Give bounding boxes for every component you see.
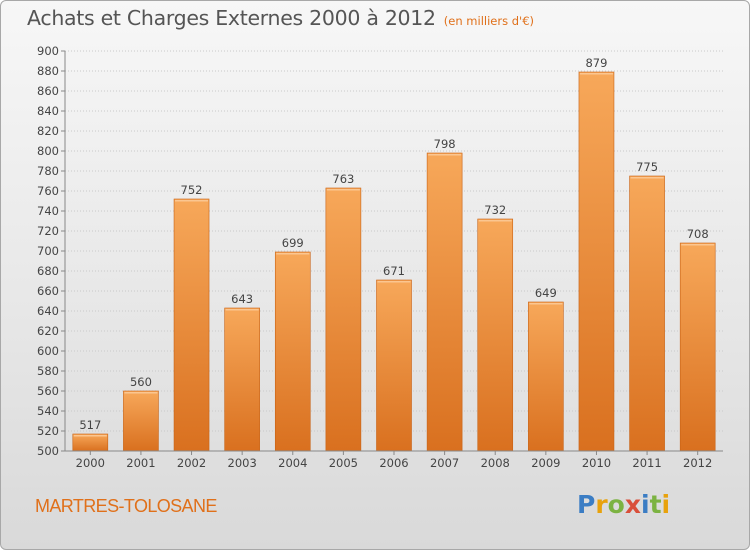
data-label: 732 [484,203,506,217]
bar-highlight [529,303,563,305]
logo-letter: x [624,490,641,519]
bar [477,218,514,452]
x-tick-label: 2009 [531,456,560,470]
y-tick-label: 500 [37,444,59,458]
bar [376,279,412,452]
bar-highlight [276,253,310,255]
bar [629,175,665,452]
y-tick-label: 560 [37,384,59,398]
data-label: 763 [332,172,354,186]
y-tick-label: 840 [37,104,59,118]
x-tick-label: 2004 [278,456,307,470]
bar [679,242,716,452]
chart-title-text: Achats et Charges Externes 2000 à 2012 [27,6,436,30]
bar-highlight [377,281,411,283]
bar-highlight [681,244,715,246]
x-tick-label: 2000 [76,456,105,470]
y-tick-label: 580 [37,364,59,378]
x-tick-label: 2003 [228,456,257,470]
bar [578,71,615,452]
y-tick-label: 880 [37,64,59,78]
x-tick-label: 2002 [177,456,206,470]
y-tick-label: 660 [37,284,59,298]
y-tick-label: 640 [37,304,59,318]
bar-highlight [225,309,259,311]
bar-highlight [579,73,613,75]
logo-letter: r [595,490,608,519]
bar [325,187,362,452]
x-tick-label: 2001 [126,456,155,470]
data-label: 560 [130,375,152,389]
y-tick-label: 520 [37,424,59,438]
data-label: 517 [79,418,101,432]
x-tick-label: 2005 [329,456,358,470]
chart-unit: (en milliers d'€) [443,14,534,28]
data-label: 649 [535,286,557,300]
x-axis: 2000 2001 2002 2003 2004 2005 2006 2007 2008 2009… [65,450,723,470]
bar-highlight [478,220,512,222]
bar-highlight [326,189,360,191]
bars [72,71,716,452]
x-tick-label: 2008 [481,456,510,470]
data-label: 699 [282,236,304,250]
commune-name: MARTRES-TOLOSANE [35,496,217,516]
data-label: 708 [687,227,709,241]
y-tick-label: 680 [37,264,59,278]
data-label: 671 [383,264,405,278]
x-tick-label: 2007 [430,456,459,470]
x-tick-label: 2011 [632,456,661,470]
bar-highlight [428,154,462,156]
y-tick-label: 760 [37,184,59,198]
y-tick-label: 700 [37,244,59,258]
y-tick-label: 740 [37,204,59,218]
bar [528,301,564,452]
bar-highlight [175,200,209,202]
y-tick-label: 780 [37,164,59,178]
bar-highlight [124,392,158,394]
logo-letter: i [661,490,671,519]
x-tick-label: 2012 [683,456,712,470]
data-label: 643 [231,292,253,306]
bar [224,307,260,452]
bar-highlight [630,177,664,179]
data-labels: 517 560 752 643 699 763 671 798 732 649 879 775 708 [79,56,708,432]
bar [173,198,210,452]
data-label: 775 [636,160,658,174]
data-label: 879 [585,56,607,70]
y-tick-label: 540 [37,404,59,418]
chart-title: Achats et Charges Externes 2000 à 2012 (e… [27,6,534,30]
logo-letter: i [641,490,650,519]
bar [123,390,159,452]
y-tick-label: 600 [37,344,59,358]
logo-letter: t [649,490,662,519]
y-tick-label: 720 [37,224,59,238]
logo-letter: o [607,490,625,519]
y-tick-label: 900 [37,44,59,58]
x-tick-label: 2010 [582,456,611,470]
proxiti-logo: Proxiti [577,490,670,519]
data-label: 752 [181,183,203,197]
y-tick-label: 860 [37,84,59,98]
y-axis: 500 520 540 560 580 600 620 640 660 680 700 720 740 7… [37,44,66,458]
bar-highlight [73,435,107,437]
y-tick-label: 620 [37,324,59,338]
bar [274,251,311,452]
data-label: 798 [434,137,456,151]
logo-letter: P [577,490,596,519]
bar [426,152,463,452]
y-tick-label: 820 [37,124,59,138]
y-tick-label: 800 [37,144,59,158]
x-tick-label: 2006 [379,456,408,470]
bar [72,433,109,452]
